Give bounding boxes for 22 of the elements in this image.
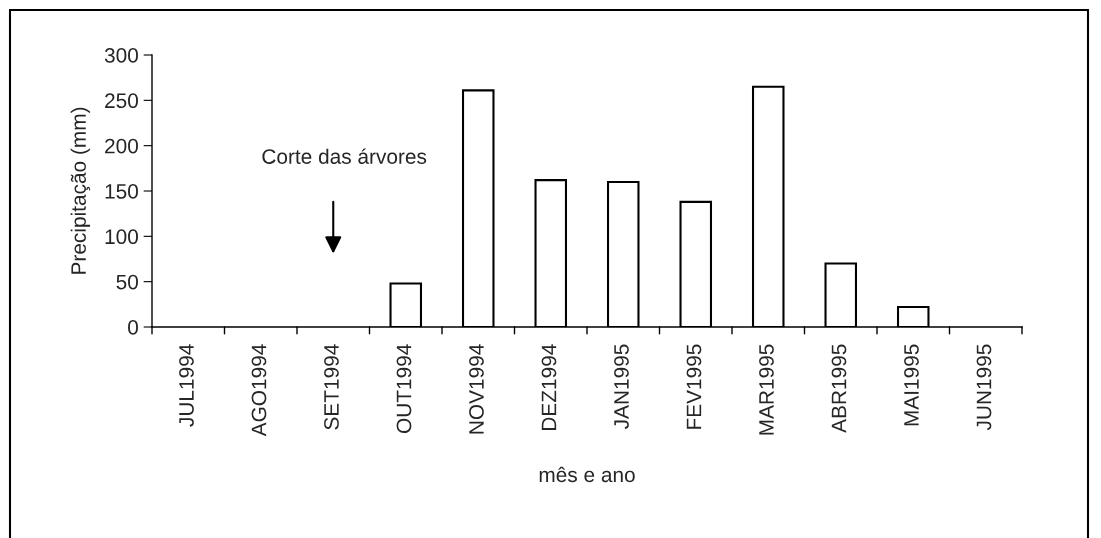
x-tick-label: DEZ1994: [541, 344, 557, 430]
y-tick-label: 250: [105, 93, 138, 109]
x-tick-label: SET1994: [324, 344, 339, 430]
x-tick-label: OUT1994: [396, 344, 412, 433]
y-axis-title: Precipitação (mm): [70, 107, 91, 274]
x-tick-label: NOV1994: [469, 344, 484, 434]
annotation: Corte das árvores: [262, 148, 427, 164]
y-tick-label: 100: [105, 229, 138, 245]
y-tick-label: 50: [116, 274, 138, 290]
x-tick-label: MAI1995: [904, 344, 919, 426]
x-tick-label: JAN1995: [614, 344, 629, 430]
y-tick-label: 200: [105, 138, 138, 154]
x-tick-label: FEV1995: [686, 344, 702, 429]
x-tick-label: ABR1995: [831, 344, 847, 433]
x-axis-title: mês e ano: [539, 466, 635, 483]
y-tick-label: 300: [104, 48, 138, 63]
x-tick-label: AGO1994: [251, 344, 267, 437]
x-tick-label: JUL1994: [179, 344, 194, 427]
y-tick-label: 150: [105, 184, 138, 199]
y-tick-label: 0: [128, 320, 138, 335]
x-tick-label: MAR1995: [759, 344, 774, 435]
x-tick-label: JUN1995: [976, 344, 992, 431]
